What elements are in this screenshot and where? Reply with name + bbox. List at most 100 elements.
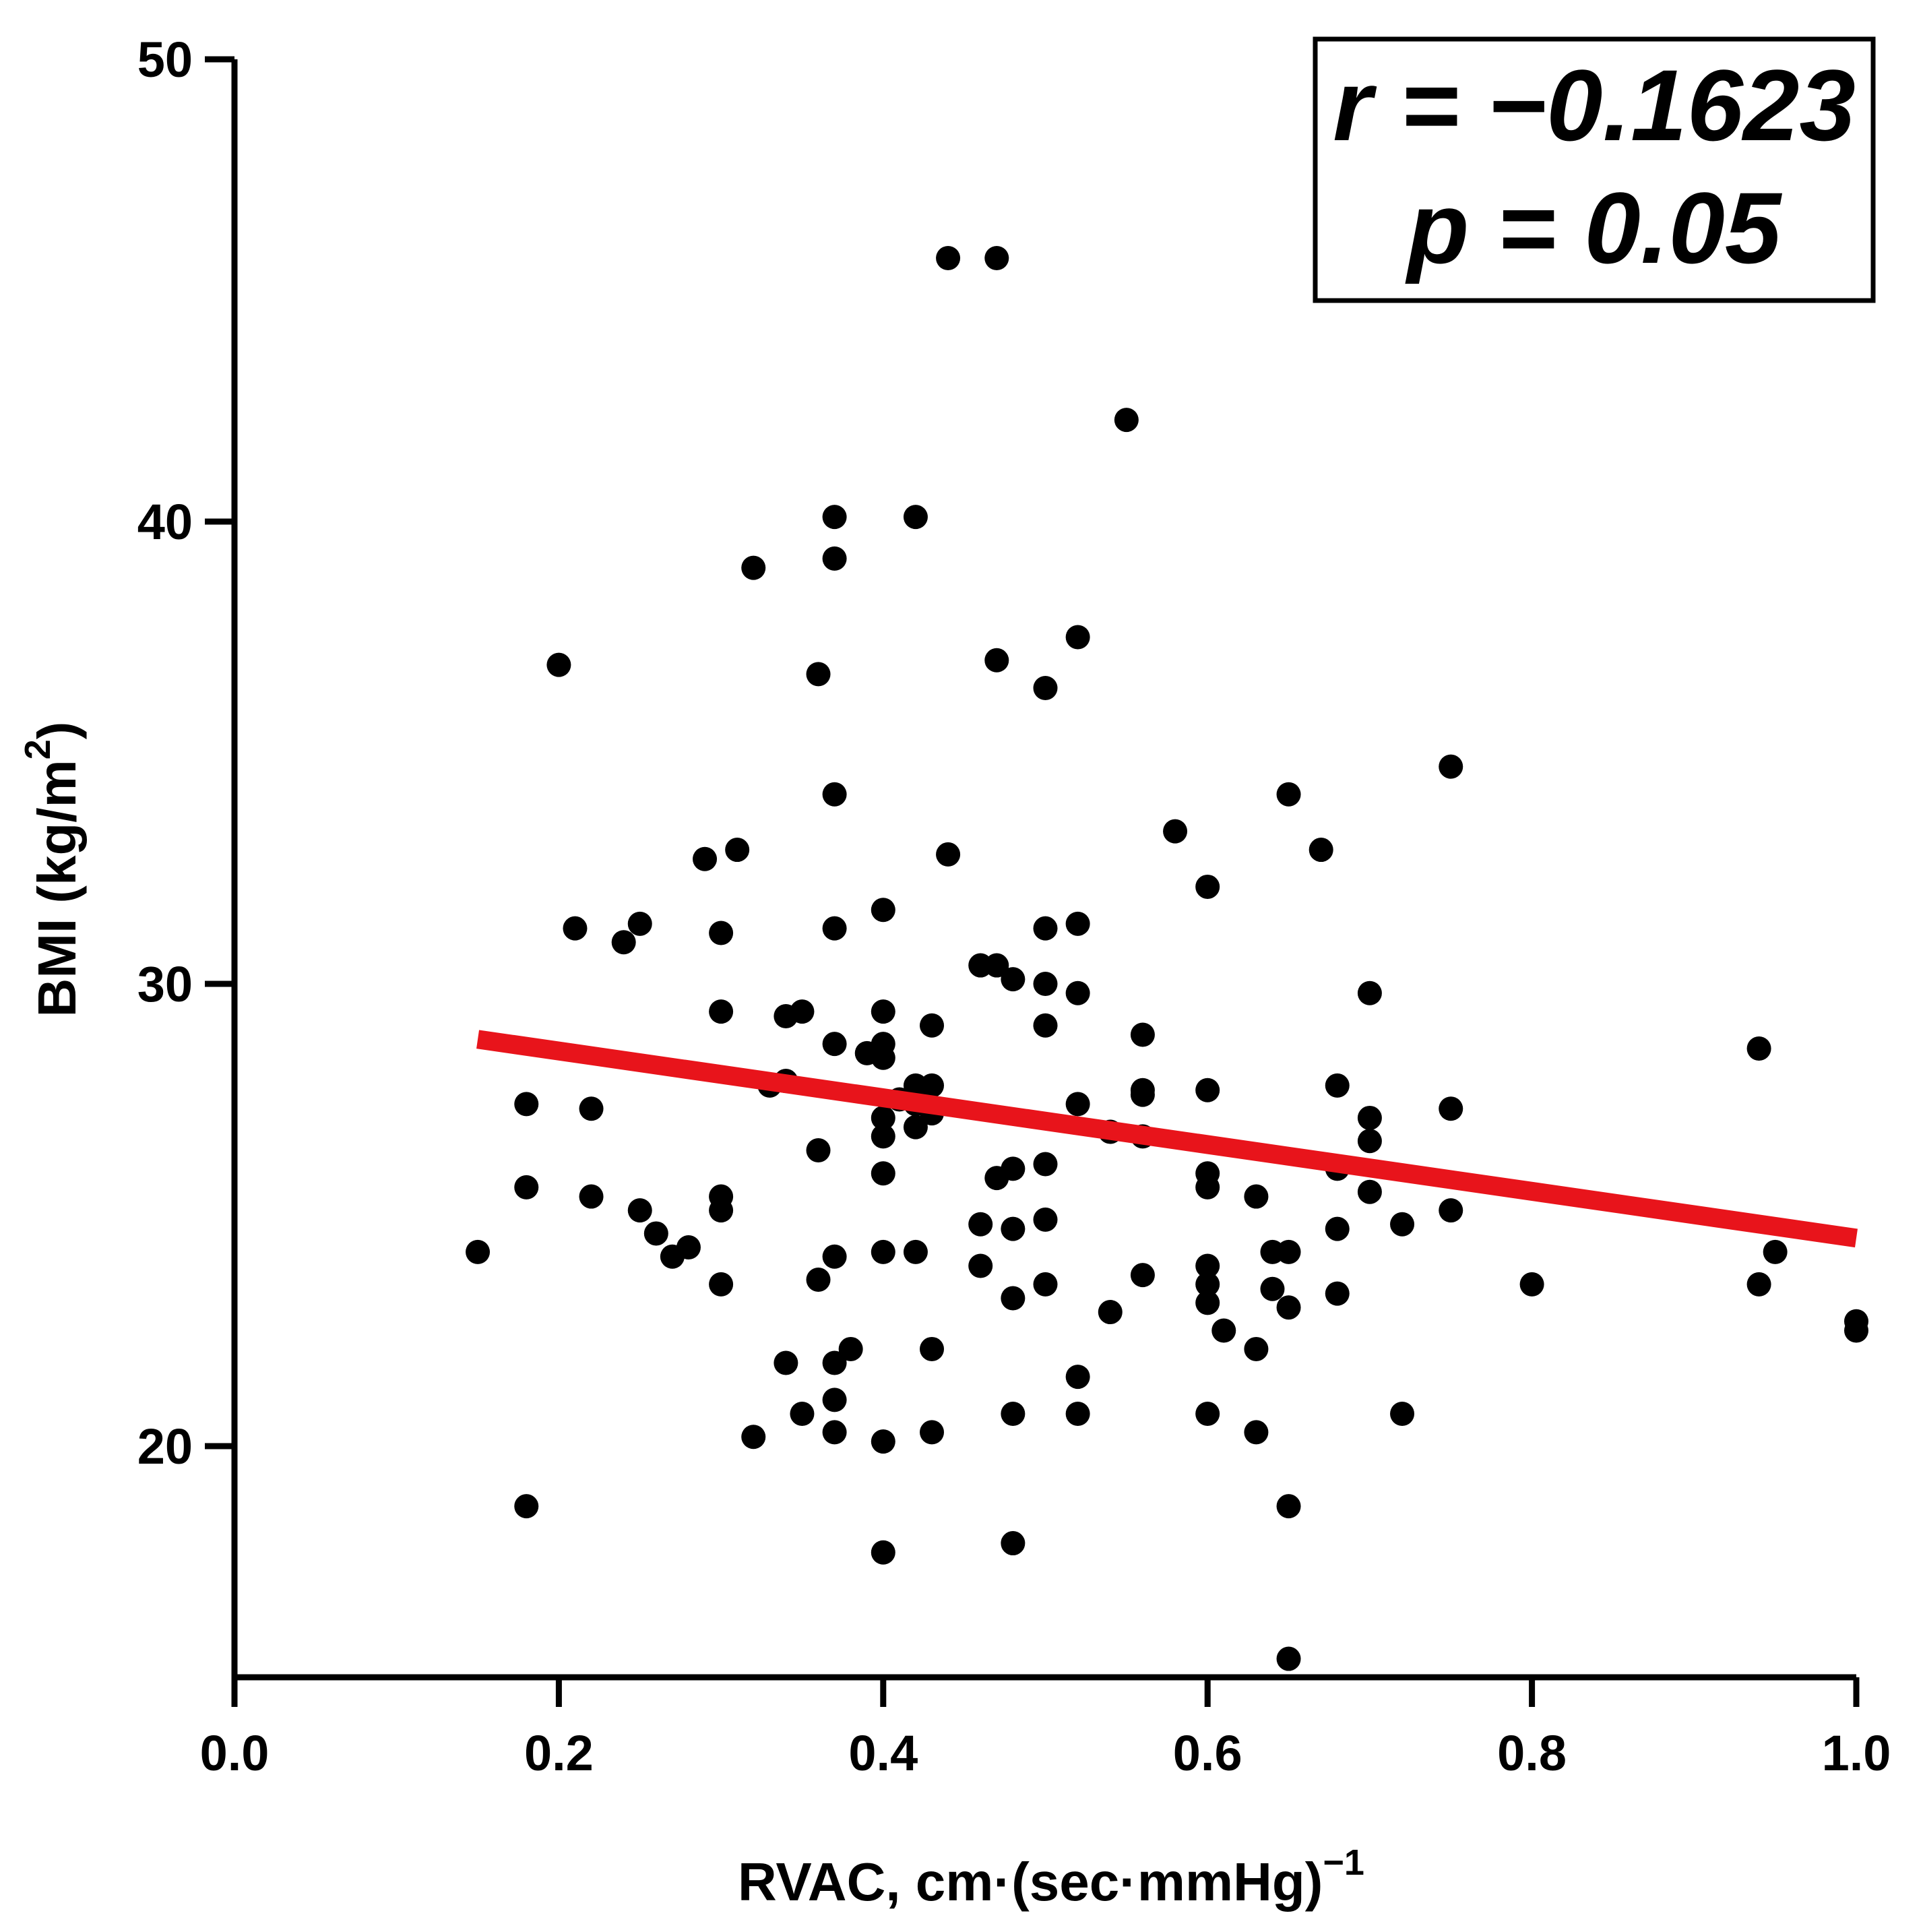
data-point-80 xyxy=(1033,916,1058,941)
data-point-36 xyxy=(822,1032,847,1057)
data-point-20 xyxy=(725,838,750,863)
data-point-87 xyxy=(1065,911,1090,936)
data-point-68 xyxy=(968,1253,993,1278)
data-point-8 xyxy=(611,930,636,955)
data-point-47 xyxy=(871,1105,895,1130)
data-point-41 xyxy=(838,1336,863,1361)
x-ticks: 0.0 0.2 0.4 0.6 0.8 1.0 xyxy=(200,1677,1891,1781)
data-point-70 xyxy=(984,648,1009,673)
data-point-60 xyxy=(920,1073,945,1098)
data-point-40 xyxy=(822,1420,847,1445)
data-point-102 xyxy=(1195,1078,1220,1102)
data-point-101 xyxy=(1195,874,1220,899)
data-point-94 xyxy=(1114,408,1139,433)
data-point-6 xyxy=(579,1096,604,1121)
data-point-104 xyxy=(1195,1175,1220,1199)
regression-line xyxy=(476,1030,1858,1248)
data-point-10 xyxy=(627,1198,652,1223)
data-point-135 xyxy=(1746,1036,1771,1061)
data-point-73 xyxy=(1001,967,1026,992)
data-point-100 xyxy=(1163,819,1188,844)
data-point-32 xyxy=(822,505,847,530)
data-point-43 xyxy=(871,898,895,923)
data-point-58 xyxy=(903,1239,928,1264)
data-point-3 xyxy=(514,1494,539,1519)
data-point-7 xyxy=(579,1184,604,1209)
data-point-109 xyxy=(1211,1318,1236,1343)
data-point-116 xyxy=(1276,1239,1301,1264)
data-point-84 xyxy=(1033,1207,1058,1232)
stats-annotation-box: r = −0.1623 p = 0.05 xyxy=(1313,36,1876,303)
data-point-44 xyxy=(871,999,895,1024)
data-point-22 xyxy=(741,1425,766,1450)
data-point-126 xyxy=(1357,1105,1382,1130)
y-axis-title: BMI (kg/m2) xyxy=(18,722,87,1018)
data-point-111 xyxy=(1244,1336,1269,1361)
data-point-81 xyxy=(1033,972,1058,996)
data-point-99 xyxy=(1130,1263,1155,1288)
data-point-75 xyxy=(1001,1216,1026,1241)
data-point-78 xyxy=(1001,1531,1026,1556)
data-point-137 xyxy=(1763,1239,1788,1264)
data-point-64 xyxy=(936,245,961,270)
data-point-63 xyxy=(920,1420,945,1445)
data-point-49 xyxy=(871,1161,895,1186)
data-point-65 xyxy=(936,842,961,867)
data-point-134 xyxy=(1519,1272,1544,1297)
data-point-108 xyxy=(1195,1401,1220,1426)
x-axis-title: RVAC, cm·(sec·mmHg)−1 xyxy=(738,1842,1364,1912)
data-point-105 xyxy=(1195,1253,1220,1278)
data-point-123 xyxy=(1325,1216,1350,1241)
data-point-114 xyxy=(1260,1276,1285,1301)
data-point-1 xyxy=(514,1092,539,1117)
x-tick-label-1.0: 1.0 xyxy=(1822,1725,1891,1781)
data-point-74 xyxy=(1001,1156,1026,1181)
data-point-33 xyxy=(822,546,847,571)
y-tick-label-40: 40 xyxy=(137,494,193,550)
data-point-39 xyxy=(822,1388,847,1412)
data-point-57 xyxy=(903,1115,928,1140)
data-point-133 xyxy=(1439,1198,1463,1223)
data-point-130 xyxy=(1390,1401,1415,1426)
x-tick-label-0.6: 0.6 xyxy=(1173,1725,1242,1781)
data-point-29 xyxy=(806,662,831,687)
data-point-115 xyxy=(1276,782,1301,807)
data-point-121 xyxy=(1325,1073,1350,1098)
data-point-16 xyxy=(709,999,734,1024)
data-point-48 xyxy=(871,1124,895,1149)
data-point-34 xyxy=(822,782,847,807)
data-point-62 xyxy=(920,1336,945,1361)
data-point-117 xyxy=(1276,1295,1301,1320)
y-ticks: 20 30 40 50 xyxy=(137,32,234,1474)
data-point-13 xyxy=(676,1235,701,1260)
data-point-30 xyxy=(806,1138,831,1162)
data-point-124 xyxy=(1325,1281,1350,1306)
data-point-112 xyxy=(1244,1420,1269,1445)
data-point-28 xyxy=(790,1401,815,1426)
x-tick-label-0.8: 0.8 xyxy=(1497,1725,1567,1781)
data-point-18 xyxy=(709,1198,734,1223)
y-tick-label-20: 20 xyxy=(137,1419,193,1474)
data-point-118 xyxy=(1276,1494,1301,1519)
data-point-132 xyxy=(1439,1096,1463,1121)
data-point-59 xyxy=(920,1013,945,1038)
data-point-90 xyxy=(1065,1365,1090,1390)
data-point-54 xyxy=(903,505,928,530)
data-point-139 xyxy=(1844,1318,1868,1343)
data-point-15 xyxy=(709,921,734,945)
data-point-89 xyxy=(1065,1092,1090,1117)
data-point-19 xyxy=(709,1272,734,1297)
data-point-51 xyxy=(871,1429,895,1454)
data-point-110 xyxy=(1244,1184,1269,1209)
data-point-50 xyxy=(871,1239,895,1264)
data-point-4 xyxy=(546,652,571,677)
data-point-9 xyxy=(627,911,652,936)
data-point-5 xyxy=(563,916,588,941)
data-point-67 xyxy=(968,1212,993,1237)
y-tick-label-30: 30 xyxy=(137,956,193,1012)
data-point-136 xyxy=(1746,1272,1771,1297)
data-point-83 xyxy=(1033,1152,1058,1177)
data-point-35 xyxy=(822,916,847,941)
data-point-128 xyxy=(1357,1179,1382,1204)
